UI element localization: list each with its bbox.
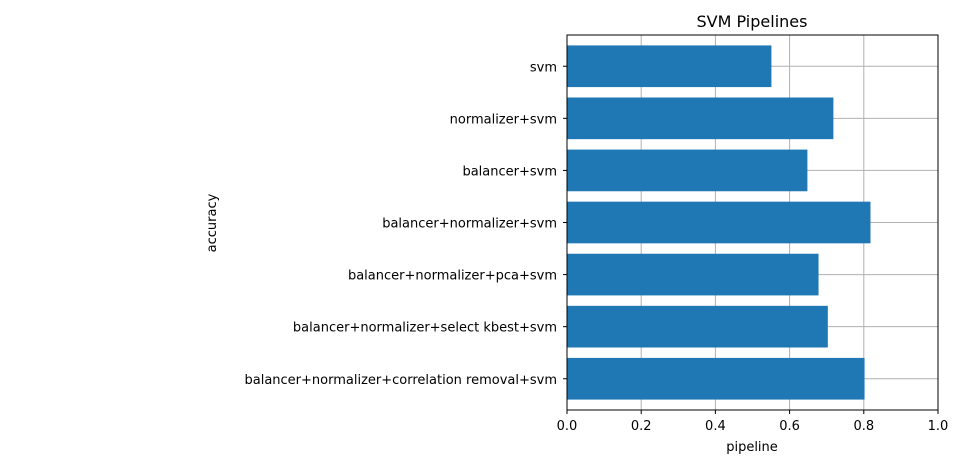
bar — [567, 253, 819, 296]
y-axis-label: accuracy — [205, 193, 220, 252]
bars — [567, 45, 871, 400]
x-tick-label: 0.2 — [631, 419, 652, 434]
bar — [567, 97, 834, 140]
y-tick-label: balancer+normalizer+correlation removal+… — [245, 373, 558, 388]
x-tick-label: 1.0 — [928, 419, 949, 434]
bar — [567, 149, 808, 192]
bar — [567, 45, 772, 88]
x-axis-label: pipeline — [726, 440, 778, 455]
y-tick-labels: svm normalizer+svm balancer+svm balancer+no… — [245, 60, 567, 388]
x-tick-label: 0.8 — [853, 419, 874, 434]
x-tick-labels: 0.0 0.2 0.4 0.6 0.8 1.0 — [557, 410, 949, 434]
chart-title: SVM Pipelines — [697, 12, 808, 31]
y-tick-label: svm — [530, 60, 557, 75]
bar — [567, 201, 871, 244]
y-tick-label: balancer+normalizer+pca+svm — [348, 269, 557, 284]
bar — [567, 357, 865, 400]
bar — [567, 305, 828, 348]
x-tick-label: 0.4 — [705, 419, 726, 434]
x-tick-label: 0.0 — [557, 419, 578, 434]
y-tick-label: normalizer+svm — [450, 112, 557, 127]
x-tick-label: 0.6 — [779, 419, 800, 434]
y-tick-label: balancer+normalizer+select kbest+svm — [293, 321, 557, 336]
y-tick-label: balancer+normalizer+svm — [382, 217, 557, 232]
y-tick-label: balancer+svm — [462, 164, 557, 179]
